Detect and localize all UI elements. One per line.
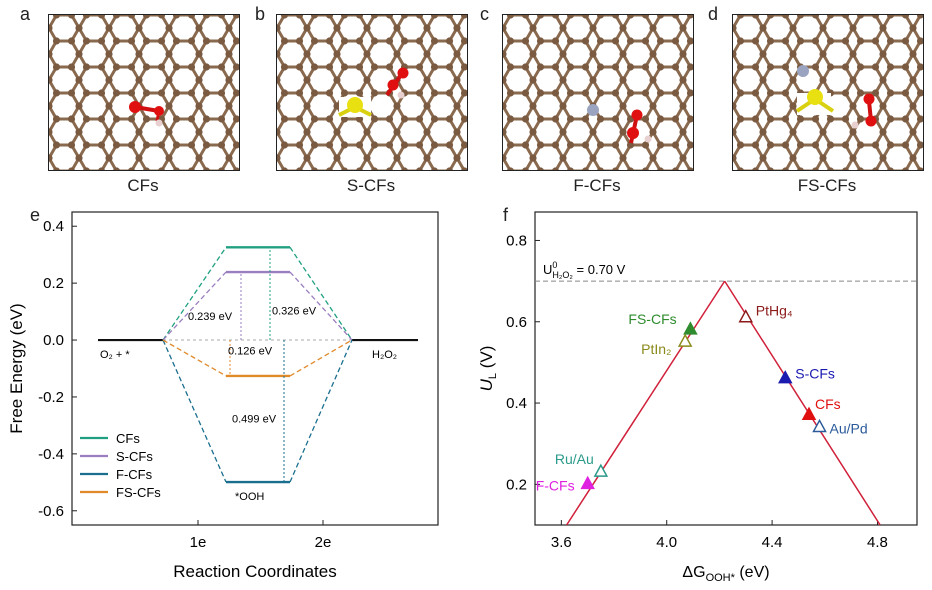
connector-left-CFs xyxy=(162,246,227,341)
point-Ru/Au xyxy=(593,463,609,477)
panel-letter-e: e xyxy=(30,205,41,225)
structure-caption-cfs: CFs xyxy=(127,176,159,195)
state-label-mid: *OOH xyxy=(235,491,264,503)
y-tick-label-3: -0.2 xyxy=(38,389,64,406)
connector-right-FS-CFs xyxy=(289,339,353,377)
structure-image-cfs xyxy=(49,15,239,170)
point-FS-CFs xyxy=(683,321,698,335)
point-Au/Pd xyxy=(812,418,827,433)
y-tick-label-0: 0.4 xyxy=(43,218,64,235)
y-tick-label-1: 0.6 xyxy=(506,314,527,331)
y-tick-label-0: 0.8 xyxy=(506,232,527,249)
y-tick-label-5: -0.6 xyxy=(38,503,64,520)
annotation-label-2: 0.126 eV xyxy=(228,345,273,357)
x-tick-label-3: 4.8 xyxy=(867,534,888,551)
point-label-Ru/Au: Ru/Au xyxy=(555,451,594,467)
panel-letter-b: b xyxy=(255,4,266,24)
x-tick-label-1: 4.0 xyxy=(656,534,677,551)
annotation-label-3: 0.499 eV xyxy=(232,414,277,426)
point-S-CFs xyxy=(778,370,793,384)
panel-letter-d: d xyxy=(708,4,719,24)
point-label-PtHg₄: PtHg₄ xyxy=(756,303,793,319)
point-label-FS-CFs: FS-CFs xyxy=(628,311,676,327)
panel-letter-a: a xyxy=(20,4,31,24)
panel-letter-c: c xyxy=(480,4,489,24)
structure-caption-s-cfs: S-CFs xyxy=(346,176,396,195)
connector-right-F-CFs xyxy=(289,339,353,483)
annotation-label-1: 0.326 eV xyxy=(272,305,317,317)
y-tick-label-4: -0.4 xyxy=(38,446,64,463)
state-label-end: H₂O₂ xyxy=(372,349,397,361)
x-axis-label: ΔGOOH* (eV) xyxy=(682,564,769,584)
point-PtHg₄ xyxy=(738,309,754,323)
panel-letter-f: f xyxy=(503,205,509,225)
structure-caption-f-cfs: F-CFs xyxy=(573,176,621,195)
y-tick-label-1: 0.2 xyxy=(43,275,64,292)
legend-label-F-CFs: F-CFs xyxy=(116,467,153,482)
state-label-start: O₂ + * xyxy=(100,349,130,361)
legend-label-FS-CFs: FS-CFs xyxy=(116,485,161,500)
plot-frame xyxy=(534,211,918,526)
legend-label-CFs: CFs xyxy=(116,431,140,446)
annotation-label-0: 0.239 eV xyxy=(188,311,233,323)
structure-image-fs-cfs xyxy=(733,15,923,170)
volcano-left-branch xyxy=(565,280,726,526)
connector-right-CFs xyxy=(289,246,353,341)
connector-left-S-CFs xyxy=(162,271,227,341)
y-tick-label-2: 0.0 xyxy=(43,332,64,349)
x-tick-label-0: 1e xyxy=(190,534,207,551)
point-label-PtIn₂: PtIn₂ xyxy=(641,341,671,357)
structure-caption-fs-cfs: FS-CFs xyxy=(797,176,857,195)
structure-image-s-cfs xyxy=(277,15,467,170)
structure-panel-s-cfs xyxy=(276,14,468,171)
point-F-CFs xyxy=(580,475,595,490)
y-axis-label: Free Energy (eV) xyxy=(7,303,26,433)
connector-right-S-CFs xyxy=(289,271,353,341)
structure-panel-cfs xyxy=(48,14,240,171)
structure-panel-f-cfs xyxy=(502,14,694,171)
point-label-F-CFs: F-CFs xyxy=(536,477,575,493)
chart-f-volcano: 0.8 0.6 0.4 0.2 3.6 4.0 4.4 4.8 ΔGOOH* (eV) UL (V… xyxy=(477,211,918,584)
point-label-Au/Pd: Au/Pd xyxy=(830,420,868,436)
x-tick-label-0: 3.6 xyxy=(551,534,572,551)
y-axis-label: UL (V) xyxy=(477,346,499,392)
reference-label: U0 H₂O₂ = 0.70 V xyxy=(543,260,626,280)
y-tick-label-3: 0.2 xyxy=(506,476,527,493)
connector-left-F-CFs xyxy=(162,339,227,483)
point-CFs xyxy=(801,406,817,420)
structure-panel-fs-cfs xyxy=(732,14,924,171)
plot-frame xyxy=(71,211,439,526)
connector-left-FS-CFs xyxy=(162,339,227,377)
y-tick-label-2: 0.4 xyxy=(506,395,527,412)
x-tick-label-1: 2e xyxy=(315,534,332,551)
x-axis-label: Reaction Coordinates xyxy=(173,562,336,581)
x-tick-label-2: 4.4 xyxy=(762,534,783,551)
point-PtIn₂ xyxy=(677,333,693,347)
legend-label-S-CFs: S-CFs xyxy=(116,449,153,464)
point-label-CFs: CFs xyxy=(815,396,841,412)
structure-image-f-cfs xyxy=(503,15,693,170)
point-label-S-CFs: S-CFs xyxy=(795,366,835,382)
chart-e-free-energy: 0.4 0.2 0.0 -0.2 -0.4 -0.6 1e 2e Reaction Coordi… xyxy=(7,211,439,581)
